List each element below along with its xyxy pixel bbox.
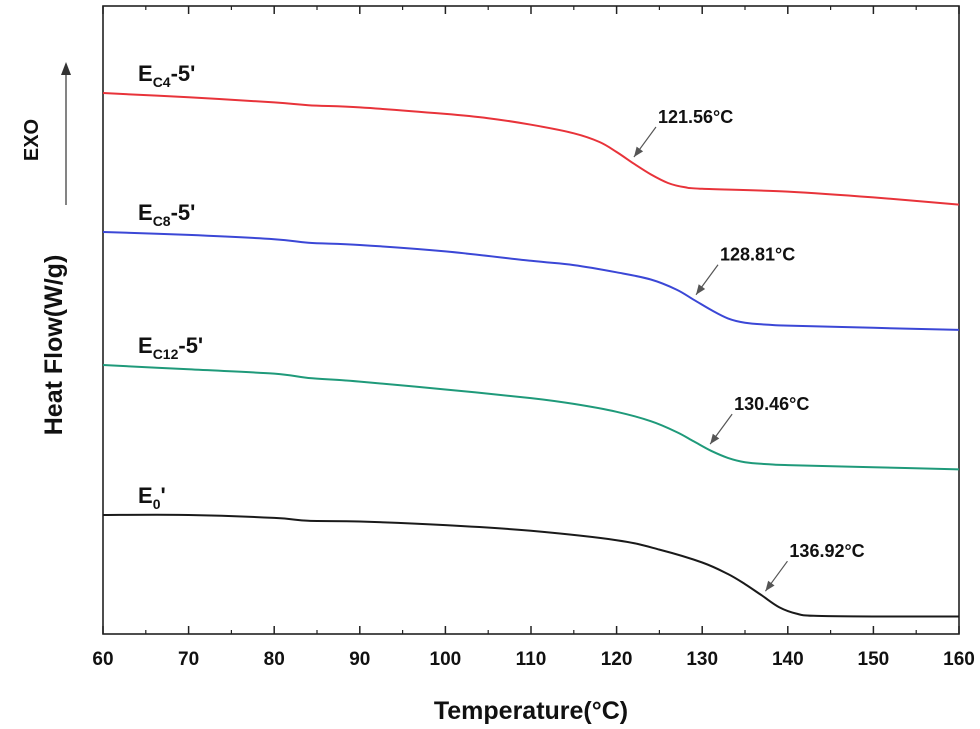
annotation-label-e0: 136.92°C [789,541,864,561]
x-axis-title: Temperature(°C) [434,697,628,725]
annotation-arrowhead-e0 [765,580,775,592]
annotation-arrowhead-ec4 [633,146,644,158]
series-line-ec12 [102,364,960,471]
series-line-ec8 [102,231,960,331]
series-label-ec4: EC4-5' [138,61,195,90]
x-tick-label: 110 [516,649,547,670]
x-tick-label: 120 [601,649,633,670]
x-tick-label: 80 [264,649,285,670]
series-line-ec4 [102,92,960,206]
y-axis-title: Heat Flow(W/g) [40,255,68,436]
exo-label: EXO [21,119,43,161]
annotation-label-ec4: 121.56°C [658,107,733,127]
annotations: 121.56°C 128.81°C 130.46°C 136.92°C [633,107,865,592]
x-tick-label: 140 [772,649,804,670]
exo-arrow-head [61,62,71,75]
series-labels: EC4-5' EC8-5' EC12-5' E0' [138,61,203,512]
x-tick-label: 70 [178,649,199,670]
x-tick-label: 160 [943,649,975,670]
series-label-ec8: EC8-5' [138,200,195,229]
annotation-arrowhead-ec8 [696,284,706,295]
x-tick-label: 150 [858,649,890,670]
x-tick-label: 90 [349,649,370,670]
series-label-e0: E0' [138,483,166,512]
x-tick-label: 100 [430,649,462,670]
annotation-label-ec8: 128.81°C [720,245,795,265]
x-axis-tick-labels: 60 70 80 90 100 110 120 130 140 150 160 [92,649,974,670]
x-tick-label: 130 [686,649,718,670]
series-layer [102,92,960,618]
annotation-label-ec12: 130.46°C [734,394,809,414]
series-line-e0 [102,513,960,618]
series-label-ec12: EC12-5' [138,333,203,362]
x-axis-ticks [102,6,960,634]
annotation-arrowhead-ec12 [710,433,720,445]
x-tick-label: 60 [92,649,113,670]
